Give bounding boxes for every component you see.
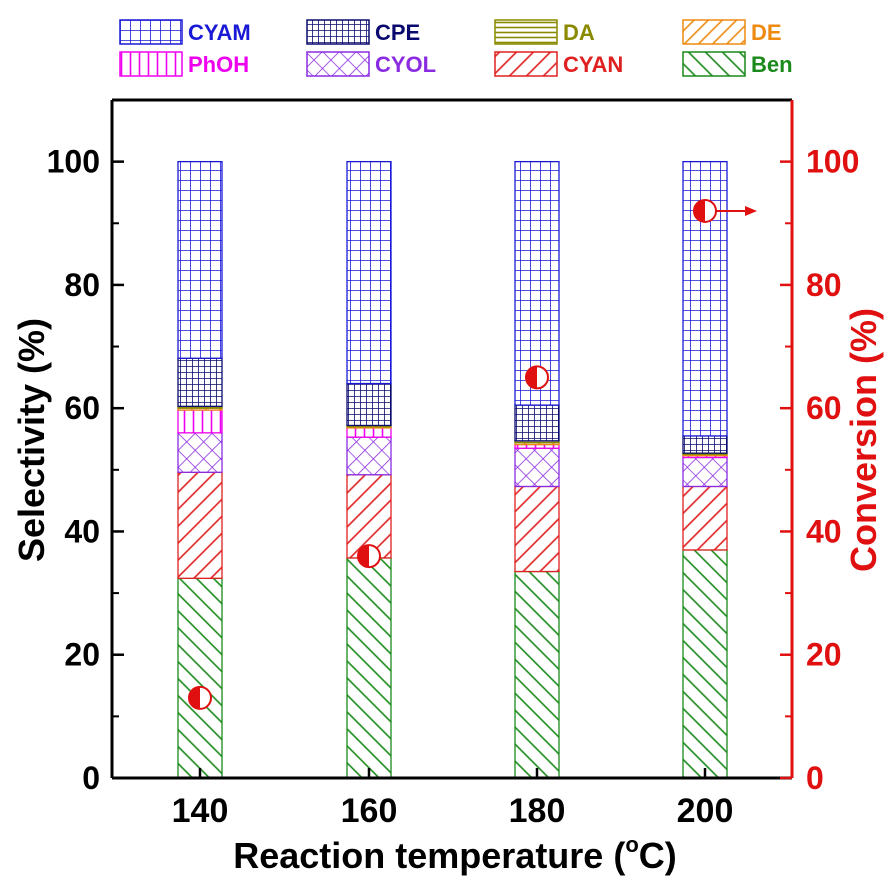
legend-swatch-cyam — [119, 19, 183, 45]
legend-label-cyan: CYAN — [563, 52, 623, 77]
y2-tick-label-60: 60 — [806, 390, 842, 426]
legend-item-cpe: CPE — [306, 19, 420, 45]
y2-tick-label-80: 80 — [806, 267, 842, 303]
legend-swatch-da — [494, 19, 558, 45]
x-tick-label-140: 140 — [172, 792, 229, 830]
bar-phoh-160 — [346, 427, 392, 438]
legend-item-cyam: CYAM — [119, 19, 251, 45]
legend-swatch-cyan — [494, 51, 558, 77]
y2-tick-label-20: 20 — [806, 637, 842, 673]
bar-cyan-200 — [682, 485, 728, 551]
bar-cpe-180 — [514, 404, 560, 442]
bar-cyan-180 — [514, 485, 560, 573]
conversion-point-180 — [525, 365, 549, 390]
conversion-points-layer — [188, 198, 757, 710]
bar-ben-140 — [177, 577, 223, 779]
bar-ben-160 — [346, 557, 392, 779]
legend-label-ben: Ben — [751, 52, 793, 77]
bar-ben-180 — [514, 570, 560, 779]
legend-item-phoh: PhOH — [119, 51, 249, 77]
y2-axis-title: Conversion (%) — [843, 308, 884, 572]
legend-swatch-ben — [682, 51, 746, 77]
legend-item-cyan: CYAN — [494, 51, 623, 77]
conversion-point-140 — [188, 685, 212, 710]
bar-cyol-200 — [682, 456, 728, 488]
legend-swatch-cpe — [306, 19, 370, 45]
legend-label-phoh: PhOH — [188, 52, 249, 77]
y-tick-label-100: 100 — [47, 144, 100, 180]
bar-cyol-140 — [177, 432, 223, 473]
axes-layer: 0 20 40 60 80 100 0 20 40 60 80 100 140 160 180 200Reac… — [11, 98, 884, 876]
legend-label-cyam: CYAM — [188, 20, 251, 45]
y2-tick-label-40: 40 — [806, 513, 842, 549]
conversion-point-160 — [357, 544, 381, 569]
bar-cyam-160 — [346, 160, 392, 385]
x-axis-title: Reaction temperature (oC) — [233, 832, 677, 876]
legend-item-ben: Ben — [682, 51, 793, 77]
x-tick-label-180: 180 — [509, 792, 566, 830]
x-tick-label-160: 160 — [341, 792, 398, 830]
y-tick-label-60: 60 — [64, 390, 100, 426]
y-tick-label-20: 20 — [64, 637, 100, 673]
y-axis-title: Selectivity (%) — [11, 318, 52, 562]
bar-phoh-140 — [177, 409, 223, 434]
conversion-point-200 — [693, 198, 757, 223]
legend-label-cyol: CYOL — [375, 52, 436, 77]
x-tick-label-200: 200 — [677, 792, 734, 830]
legend-item-da: DA — [494, 19, 595, 45]
bar-ben-200 — [682, 549, 728, 779]
y2-tick-label-100: 100 — [806, 144, 859, 180]
legend-item-de: DE — [682, 19, 782, 45]
legend-label-de: DE — [751, 20, 782, 45]
legend-label-da: DA — [563, 20, 595, 45]
bar-cyan-160 — [346, 474, 392, 559]
legend-swatch-de — [682, 19, 746, 45]
bars-layer — [177, 160, 728, 779]
y-tick-label-0: 0 — [82, 760, 100, 796]
y2-tick-label-0: 0 — [806, 760, 824, 796]
bar-cpe-200 — [682, 435, 728, 454]
bar-cyam-140 — [177, 160, 223, 359]
legend-swatch-phoh — [119, 51, 183, 77]
legend-swatch-cyol — [306, 51, 370, 77]
legend-item-cyol: CYOL — [306, 51, 436, 77]
bar-cyan-140 — [177, 471, 223, 579]
bar-cyol-160 — [346, 436, 392, 476]
legend: CYAM CPE DA DE PhOH CYOL CYAN Ben — [119, 19, 793, 77]
bar-cpe-160 — [346, 382, 392, 427]
y-tick-label-40: 40 — [64, 513, 100, 549]
bar-cpe-140 — [177, 357, 223, 407]
bar-cyam-180 — [514, 160, 560, 406]
bar-cyol-180 — [514, 447, 560, 488]
y-tick-label-80: 80 — [64, 267, 100, 303]
legend-label-cpe: CPE — [375, 20, 420, 45]
